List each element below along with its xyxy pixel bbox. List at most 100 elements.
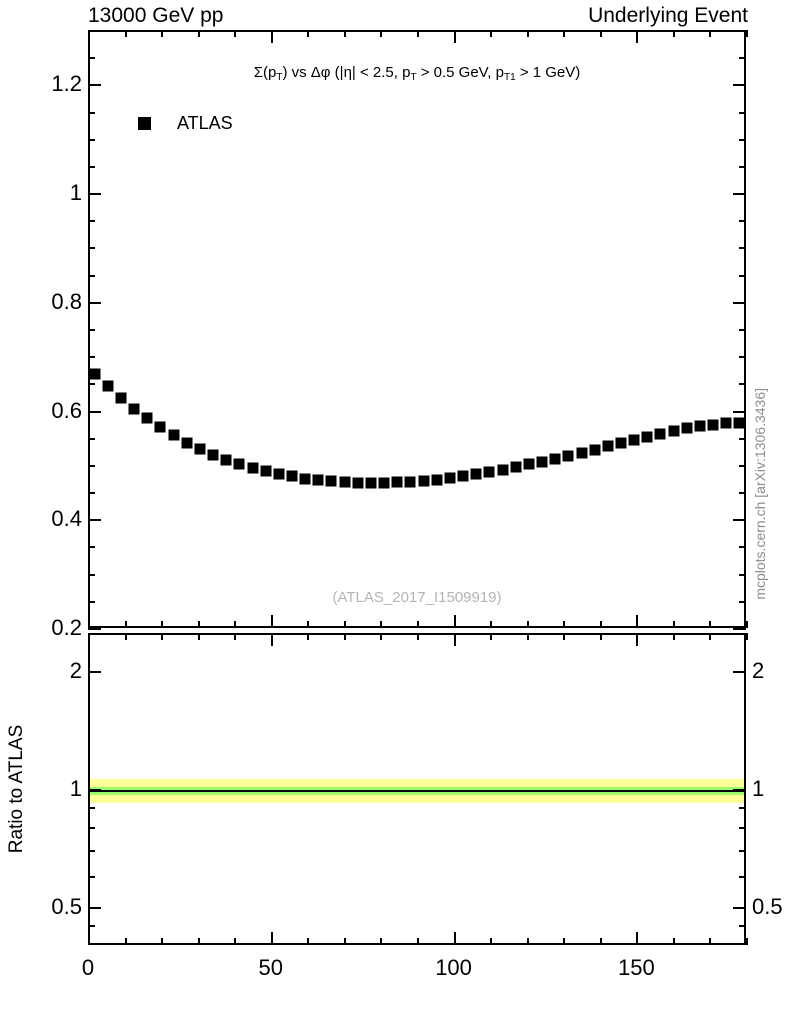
xtick-major-main-top <box>88 30 90 43</box>
xtick-minor-main-top <box>417 30 419 37</box>
xtick-major-main-bottom <box>270 615 273 628</box>
xtick-label: 150 <box>617 955 655 980</box>
data-point <box>220 454 232 466</box>
xtick-minor-ratio-bottom <box>563 938 566 945</box>
xtick-major-ratio-top <box>270 633 273 646</box>
ytick-minor-left <box>88 437 95 440</box>
ytick-minor-left <box>88 247 95 250</box>
data-point <box>128 403 140 415</box>
data-point <box>483 466 495 478</box>
xtick-minor-ratio-top <box>307 633 310 640</box>
ytick-minor-left <box>88 383 95 386</box>
data-point <box>260 465 272 477</box>
data-point <box>391 476 403 488</box>
ratio-ytick-minor-left <box>88 849 95 852</box>
ytick-minor-right <box>739 573 746 576</box>
data-point <box>470 468 482 480</box>
xtick-minor-ratio-bottom <box>490 938 493 945</box>
data-point <box>562 450 574 462</box>
analysis-id-watermark: (ATLAS_2017_I1509919) <box>332 589 502 606</box>
ratio-ytick-minor-right <box>739 806 746 809</box>
xtick-minor-ratio-top <box>161 633 164 640</box>
legend: ATLAS <box>138 113 233 134</box>
data-point <box>312 474 324 486</box>
xtick-major-ratio-bottom <box>636 932 639 945</box>
data-point <box>207 449 219 461</box>
data-point <box>378 477 390 489</box>
xtick-minor-ratio-top <box>672 633 675 640</box>
ratio-ytick-minor-right <box>739 924 746 927</box>
xtick-minor-ratio-top <box>343 633 346 640</box>
data-point <box>707 419 719 431</box>
xtick-minor-main-bottom <box>672 621 675 628</box>
xtick-minor-main-top <box>526 30 529 37</box>
ratio-ytick-minor-left <box>88 826 95 829</box>
xtick-minor-ratio-bottom <box>343 938 346 945</box>
data-point <box>733 417 745 428</box>
xtick-minor-main-top <box>161 30 164 37</box>
data-point <box>602 440 614 452</box>
source-credit-label: mcplots.cern.ch [arXiv:1306.3436] <box>752 388 768 600</box>
xtick-major-main-top <box>270 30 273 43</box>
xtick-major-ratio-top <box>453 633 456 646</box>
data-point <box>523 458 535 470</box>
xtick-major-ratio-bottom <box>270 932 273 945</box>
ratio-ytick-label-left: 0.5 <box>51 894 82 919</box>
data-point <box>273 468 285 480</box>
ytick-minor-left <box>88 165 95 168</box>
data-point <box>497 464 509 476</box>
xtick-minor-ratio-bottom <box>197 938 200 945</box>
ratio-ytick-major-right <box>733 907 746 909</box>
xtick-major-main-top <box>636 30 639 43</box>
ytick-minor-left <box>88 111 95 114</box>
data-point <box>418 475 430 487</box>
data-point <box>444 472 456 484</box>
header-analysis-category: Underlying Event <box>588 4 748 27</box>
ytick-minor-right <box>739 356 746 359</box>
xtick-minor-main-bottom <box>526 621 529 628</box>
ratio-ytick-major-right <box>733 670 746 673</box>
data-point <box>654 428 666 440</box>
ytick-label-main: 0.2 <box>51 615 82 640</box>
ratio-ytick-label-right: 1 <box>752 776 765 801</box>
xtick-label: 50 <box>258 955 284 980</box>
data-point <box>181 437 193 449</box>
ytick-major-left <box>88 519 101 522</box>
ratio-ytick-minor-left <box>88 924 95 927</box>
xtick-minor-ratio-top <box>599 633 602 640</box>
ytick-minor-right <box>739 220 746 223</box>
xtick-minor-main-top <box>490 30 493 37</box>
data-point <box>668 425 680 437</box>
ratio-ytick-label-left: 2 <box>69 657 82 683</box>
xtick-minor-main-top <box>307 30 310 37</box>
data-point <box>233 458 245 470</box>
ytick-label-main: 0.4 <box>51 506 82 532</box>
data-point <box>352 477 364 489</box>
xtick-minor-ratio-top <box>746 633 748 640</box>
data-point <box>141 412 153 424</box>
ratio-plot-panel <box>88 633 746 945</box>
header-beam-info: 13000 GeV pp <box>88 4 224 27</box>
xtick-minor-main-bottom <box>709 621 712 628</box>
xtick-minor-ratio-bottom <box>124 938 127 945</box>
xtick-minor-main-top <box>563 30 566 37</box>
xtick-minor-ratio-bottom <box>599 938 602 945</box>
data-point <box>299 473 311 484</box>
data-point <box>694 420 706 432</box>
ytick-minor-right <box>739 600 746 603</box>
xtick-minor-ratio-top <box>417 633 419 640</box>
ytick-major-right <box>733 193 746 196</box>
ytick-minor-right <box>739 464 746 467</box>
ytick-minor-left <box>88 329 95 331</box>
xtick-major-ratio-top <box>88 633 90 646</box>
ytick-major-right <box>733 84 746 87</box>
ytick-minor-left <box>88 492 95 495</box>
legend-marker-atlas <box>138 117 151 130</box>
ratio-reference-line <box>90 790 744 792</box>
xtick-minor-ratio-top <box>380 633 383 640</box>
xtick-minor-ratio-top <box>709 633 712 640</box>
ytick-minor-right <box>739 383 746 386</box>
data-point <box>576 447 587 459</box>
data-point <box>286 470 298 482</box>
ytick-minor-right <box>739 247 746 250</box>
